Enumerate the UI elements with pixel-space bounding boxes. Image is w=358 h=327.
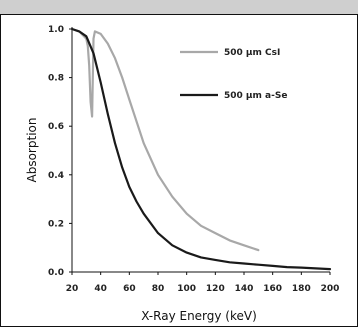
x-tick-label: 140 [235,284,254,294]
y-tick-label: 0.0 [48,268,64,278]
y-tick-label: 0.4 [48,171,64,181]
x-tick-label: 180 [292,284,311,294]
x-tick-label: 200 [321,284,340,294]
legend-label-1: 500 µm a-Se [224,91,287,101]
y-tick-label: 0.2 [48,219,64,229]
x-tick-label: 60 [123,284,136,294]
legend-label-0: 500 µm CsI [224,48,280,58]
x-tick-label: 100 [177,284,196,294]
y-tick-label: 0.8 [48,74,64,84]
y-axis-label: Absorption [25,118,39,183]
x-tick-label: 80 [152,284,165,294]
legend: 500 µm CsI 500 µm a-Se [180,48,287,101]
x-tick-label: 20 [66,284,79,294]
x-tick-label: 160 [263,284,282,294]
y-tick-label: 0.6 [48,122,64,132]
series-group [70,27,332,271]
axes: 20 40 60 80 100 120 140 160 180 200 0.0 0.2 0.4 0.6 0.… [48,25,339,294]
x-axis-label: X-Ray Energy (keV) [141,309,257,323]
chart-frame [0,14,358,327]
y-tick-label: 1.0 [48,25,64,35]
x-tick-label: 40 [94,284,107,294]
series-line-0 [70,27,260,252]
series-line-1 [70,27,332,271]
x-tick-label: 120 [206,284,225,294]
